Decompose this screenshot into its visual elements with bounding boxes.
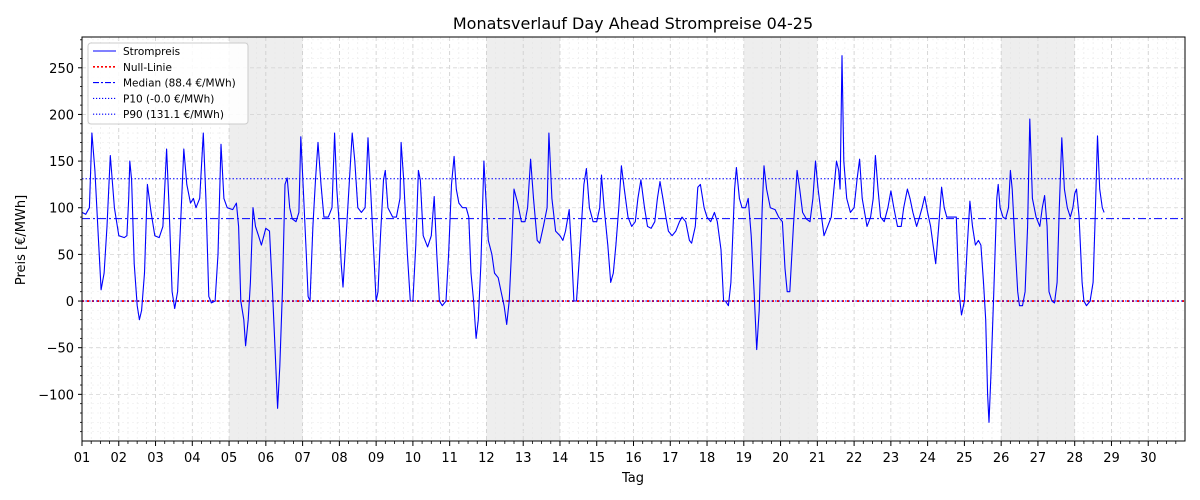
x-tick-label: 29 [1103,451,1120,466]
x-axis: 01 02 03 04 05 06 07 08 09 10 11 12 13 14 15 16 17 18 19 20… [74,441,1177,466]
y-tick-label: −50 [47,342,74,357]
legend-box [87,42,249,125]
x-tick-label: 02 [110,451,127,466]
x-tick-label: 06 [258,451,275,466]
x-tick-label: 28 [1066,451,1083,466]
x-tick-label: 03 [147,451,164,466]
x-tick-label: 12 [478,451,495,466]
y-tick-label: 200 [49,108,74,123]
legend-label: Median (88.4 €/MWh) [123,78,236,90]
legend-label: P90 (131.1 €/MWh) [123,109,224,121]
x-tick-label: 21 [809,451,826,466]
x-tick-label: 14 [552,451,569,466]
x-tick-label: 22 [846,451,863,466]
x-tick-label: 16 [625,451,642,466]
reference-lines [82,178,1185,302]
x-tick-label: 09 [368,451,385,466]
y-tick-label: 0 [66,295,74,310]
y-axis: −100 −50 0 50 100 150 200 250 [38,39,82,433]
x-tick-label: 10 [405,451,422,466]
legend-label: Strompreis [123,46,180,58]
y-tick-label: −100 [38,388,74,403]
x-tick-label: 30 [1140,451,1157,466]
chart-title: Monatsverlauf Day Ahead Strompreise 04-2… [453,14,813,33]
x-tick-label: 25 [956,451,973,466]
x-tick-label: 15 [588,451,605,466]
y-tick-label: 50 [57,248,74,263]
x-tick-label: 18 [699,451,716,466]
grid [81,37,1185,442]
x-tick-label: 13 [515,451,532,466]
x-tick-label: 27 [1030,451,1047,466]
legend-label: P10 (-0.0 €/MWh) [123,93,214,105]
legend-label: Null-Linie [123,62,172,74]
x-tick-label: 23 [883,451,900,466]
x-tick-label: 19 [736,451,753,466]
x-tick-label: 17 [662,451,679,466]
y-tick-label: 250 [49,62,74,77]
legend: Strompreis Null-Linie Median (88.4 €/MWh) P… [87,42,249,125]
x-tick-label: 26 [993,451,1010,466]
series-line-strompreis [81,55,1105,423]
weekend-shading [229,37,1075,441]
x-tick-label: 11 [441,451,458,466]
x-axis-label: Tag [621,471,644,486]
series-layer [81,55,1105,423]
y-tick-label: 150 [49,155,74,170]
y-tick-label: 100 [49,202,74,217]
x-tick-label: 20 [772,451,789,466]
x-tick-label: 04 [184,451,201,466]
x-tick-label: 08 [331,451,348,466]
x-tick-label: 01 [74,451,91,466]
x-tick-label: 07 [294,451,311,466]
x-tick-label: 05 [221,451,238,466]
x-tick-label: 24 [919,451,936,466]
y-axis-label: Preis [€/MWh] [14,195,29,285]
